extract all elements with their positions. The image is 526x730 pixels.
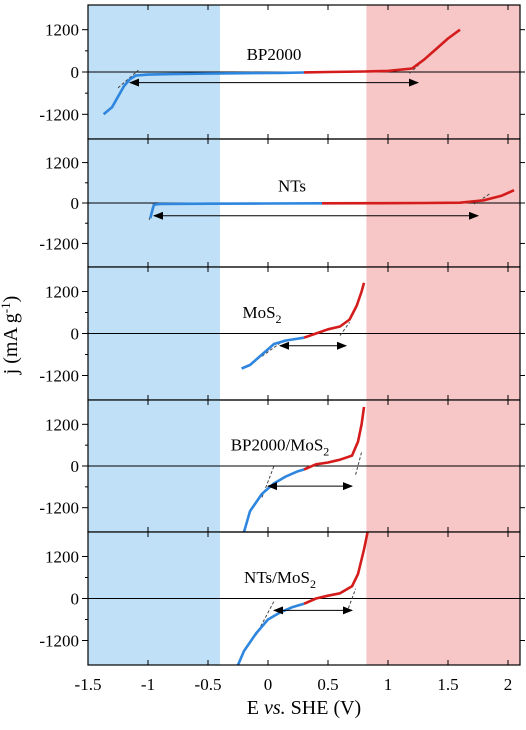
anodic-curve: [303, 406, 366, 471]
panel-label: BP2000/MoS2: [231, 436, 330, 459]
y-tick-label: 1200: [45, 154, 79, 173]
y-tick-label: -1200: [39, 499, 79, 518]
panel-2: -1200 0 1200 NTs: [39, 138, 525, 268]
panel-label: BP2000: [247, 45, 302, 64]
tangent-line: [355, 451, 363, 475]
tangent-line: [474, 193, 491, 205]
cathodic-curve: [236, 602, 305, 666]
x-tick-label: 1.5: [437, 675, 458, 694]
y-tick-label: 1200: [45, 21, 79, 40]
panel-label: MoS2: [242, 303, 281, 326]
y-tick-label: 1200: [45, 415, 79, 434]
anodic-curve: [303, 531, 369, 605]
x-tick-label: -1: [141, 675, 155, 694]
panel-label: NTs: [278, 177, 306, 196]
y-tick-label: -1200: [39, 234, 79, 253]
y-tick-label: 0: [71, 457, 80, 476]
x-tick-label: 2: [504, 675, 513, 694]
anodic-curve: [303, 28, 461, 74]
y-tick-label: 1200: [45, 283, 79, 302]
cathodic-curve: [102, 71, 305, 116]
panel-frame: [87, 531, 521, 666]
x-tick-label: -1.5: [75, 675, 102, 694]
panel-3: -1200 0 1200 MoS2: [39, 266, 525, 401]
x-tick-label: 0.5: [317, 675, 338, 694]
panel-1: -1200 0 1200 BP2000: [39, 4, 525, 140]
anodic-curve: [321, 189, 515, 205]
x-tick-label: 0: [264, 675, 273, 694]
cathodic-curve: [149, 202, 323, 219]
panel-4: -1200 0 1200 BP2000/MoS2: [39, 399, 525, 533]
tangent-line: [117, 69, 139, 89]
y-tick-label: -1200: [39, 632, 79, 651]
tangent-line: [409, 61, 422, 74]
y-tick-label: 0: [71, 194, 80, 213]
y-axis-title: j (mA g-1): [0, 296, 22, 376]
y-tick-label: -1200: [39, 367, 79, 386]
y-tick-label: 0: [71, 590, 80, 609]
panel-label: NTs/MoS2: [244, 568, 316, 591]
tangent-line: [347, 588, 357, 609]
y-tick-label: 0: [71, 325, 80, 344]
tangent-line: [339, 322, 351, 336]
cathodic-curve: [241, 336, 305, 370]
x-tick-label: -0.5: [195, 675, 222, 694]
anodic-curve: [303, 282, 366, 339]
x-tick-label: 1: [384, 675, 393, 694]
y-tick-label: 1200: [45, 548, 79, 567]
y-tick-label: -1200: [39, 105, 79, 124]
panel-5: -1200 0 1200 NTs/MoS2: [39, 531, 525, 666]
y-tick-label: 0: [71, 63, 80, 82]
x-axis-title: E vs. SHE (V): [247, 697, 361, 719]
cathodic-curve: [242, 468, 305, 533]
